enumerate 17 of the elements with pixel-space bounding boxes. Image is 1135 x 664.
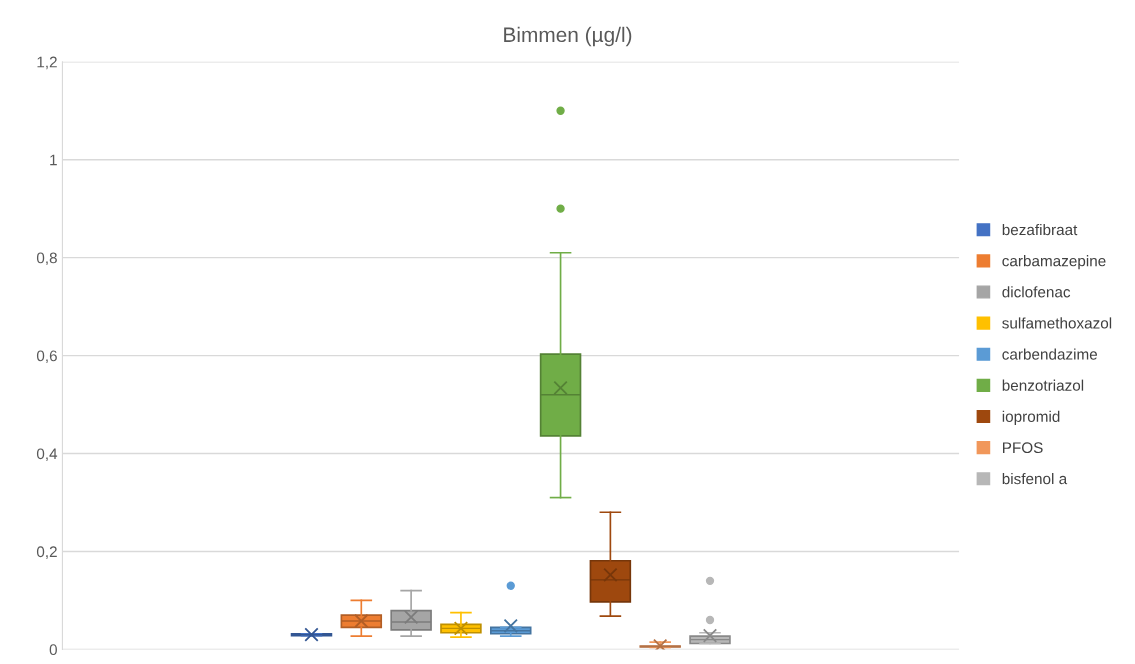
y-tick-label: 0,8 <box>36 252 57 266</box>
y-tick-label: 1 <box>50 154 57 166</box>
chart-title: Bimmen (µg/l) <box>504 26 632 47</box>
y-tick-label: 0,2 <box>36 546 57 559</box>
legend-label: PFOS <box>1003 442 1043 454</box>
legend-label: bisfenol a <box>1002 473 1068 485</box>
legend-label: iopromid <box>1002 410 1060 425</box>
y-tick-label: 0 <box>49 644 57 656</box>
y-tick-label: 0,6 <box>36 350 57 364</box>
legend-label: benzotriazol <box>1002 379 1084 391</box>
legend-label: carbamazepine <box>1002 255 1106 270</box>
y-tick-label: 1,2 <box>37 56 57 70</box>
legend-label: bezafibraat <box>1002 223 1078 236</box>
y-tick-label: 0,4 <box>36 448 58 461</box>
legend-label: sulfamethoxazol <box>1002 317 1112 329</box>
legend-label: diclofenac <box>1002 286 1071 298</box>
legend-label: carbendazime <box>1002 348 1098 360</box>
